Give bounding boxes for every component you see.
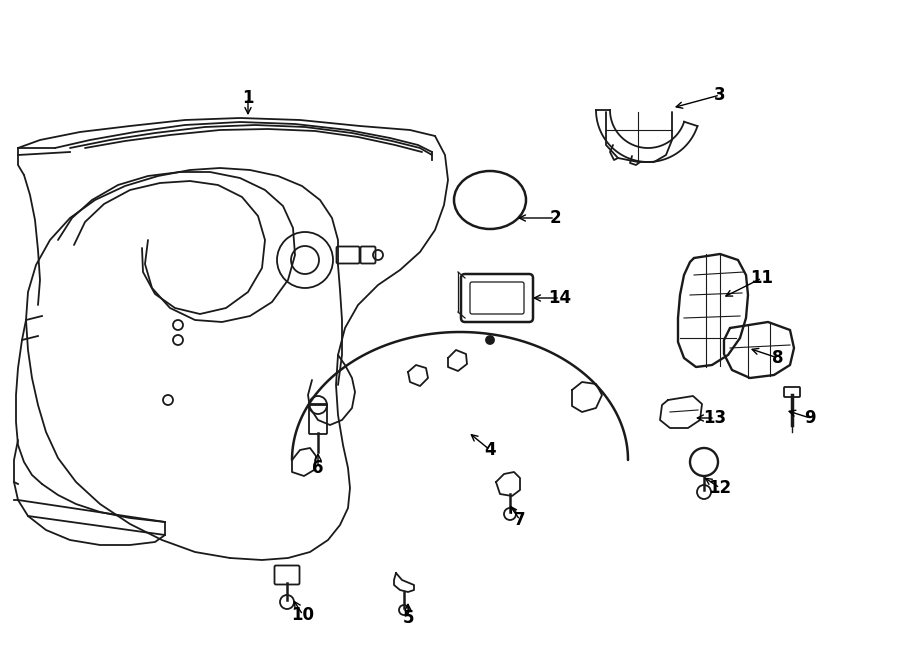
- Text: 5: 5: [402, 609, 414, 627]
- Text: 1: 1: [242, 89, 254, 107]
- Text: 11: 11: [751, 269, 773, 287]
- Text: 9: 9: [805, 409, 815, 427]
- Text: 12: 12: [708, 479, 732, 497]
- Circle shape: [486, 336, 494, 344]
- Text: 13: 13: [704, 409, 726, 427]
- Text: 6: 6: [312, 459, 324, 477]
- Text: 10: 10: [292, 606, 314, 624]
- Text: 8: 8: [772, 349, 784, 367]
- Text: 7: 7: [514, 511, 526, 529]
- Text: 3: 3: [715, 86, 725, 104]
- Text: 2: 2: [549, 209, 561, 227]
- Text: 14: 14: [548, 289, 572, 307]
- Text: 4: 4: [484, 441, 496, 459]
